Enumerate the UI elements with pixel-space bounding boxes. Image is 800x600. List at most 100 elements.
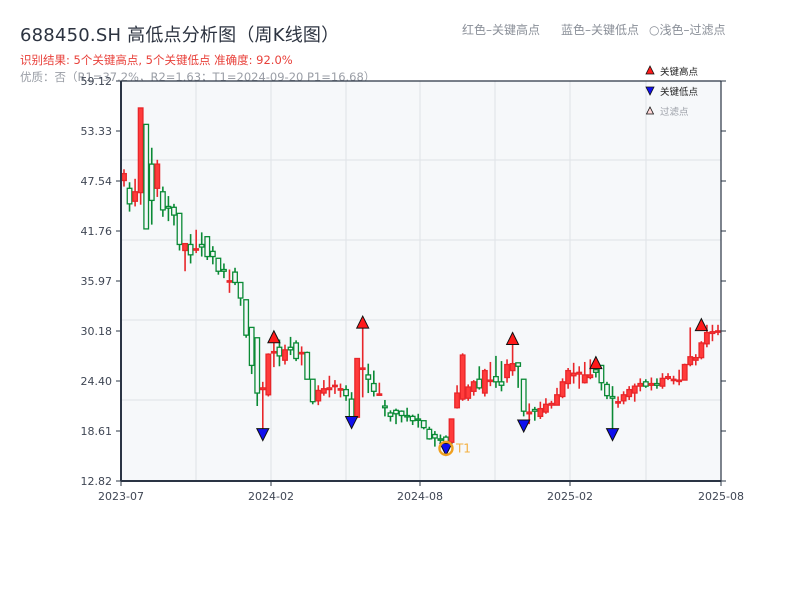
candle-down <box>426 428 433 440</box>
candle-down <box>476 378 483 389</box>
candle-down <box>198 243 205 248</box>
legend-item-label: 关键高点 <box>660 66 699 78</box>
key-low-marker-icon <box>255 428 270 442</box>
candle-up <box>282 349 288 361</box>
candle-up <box>559 381 566 398</box>
candle-down <box>126 187 133 205</box>
candle-down <box>365 374 372 380</box>
candle-down <box>415 418 422 422</box>
key-low-marker-icon <box>516 419 531 434</box>
candle-down <box>370 382 377 392</box>
key-low-marker-icon <box>605 428 620 442</box>
candle-down <box>420 420 427 429</box>
candle-up <box>576 371 583 375</box>
candle-down <box>276 346 283 357</box>
y-tick-label: 12.82 <box>81 475 113 488</box>
candle-down <box>520 378 527 412</box>
t1-ring <box>438 440 454 457</box>
y-tick-label: 41.76 <box>81 225 113 238</box>
candle-up <box>526 411 533 415</box>
candle-up <box>137 107 144 194</box>
candle-up <box>470 381 477 392</box>
candle-up <box>692 356 699 361</box>
candle-up <box>581 374 588 384</box>
color-legend-item: ○浅色–过滤点 <box>649 23 726 37</box>
legend-item-label: 关键低点 <box>660 86 699 98</box>
candle-up <box>359 367 366 371</box>
x-tick-label: 2024-02 <box>248 490 294 503</box>
candle-up <box>315 389 322 402</box>
y-tick-label: 18.61 <box>81 425 113 438</box>
candle-down <box>176 212 183 246</box>
candle-down <box>232 271 238 284</box>
candle-up <box>154 163 161 189</box>
candle-up <box>703 331 710 345</box>
candle-up <box>465 386 472 399</box>
candle-down <box>409 415 416 422</box>
candle-up <box>670 378 677 382</box>
candle-up <box>226 280 233 283</box>
candle-down <box>381 405 388 409</box>
candle-up <box>509 363 516 372</box>
candle-up <box>548 402 555 406</box>
candle-down <box>143 123 150 230</box>
candle-up <box>637 382 644 387</box>
candle-down <box>220 268 227 272</box>
chart-title: 688450.SH 高低点分析图（周K线图） <box>20 25 340 46</box>
candle-down <box>287 346 294 351</box>
candle-up <box>332 384 338 388</box>
candle-up <box>570 372 577 377</box>
candle-up <box>182 242 189 252</box>
key-high-marker-icon <box>355 314 370 329</box>
candle-up <box>259 387 266 391</box>
candle-down <box>604 383 610 397</box>
x-tick-label: 2025-02 <box>547 490 593 503</box>
x-tick-label: 2025-08 <box>698 490 744 503</box>
color-legend-item: 蓝色–关键低点 <box>561 23 640 37</box>
candle-up <box>454 392 461 409</box>
candle-down <box>653 382 660 386</box>
candle-up <box>459 354 466 400</box>
candle-up <box>121 172 127 182</box>
candle-up <box>337 388 344 391</box>
key-high-marker-icon <box>589 355 603 370</box>
candle-up <box>626 388 633 398</box>
key-low-marker-icon <box>439 442 453 457</box>
candle-up <box>620 394 627 402</box>
candle-down <box>515 362 522 367</box>
key-low-marker-icon <box>344 416 359 430</box>
candle-up <box>448 418 455 443</box>
light-up-triangle-icon <box>645 106 655 115</box>
candle-down <box>531 408 538 412</box>
candle-down <box>592 369 599 373</box>
candle-down <box>215 257 222 272</box>
candle-down <box>309 378 316 403</box>
candle-down <box>431 433 438 439</box>
y-tick-label: 35.97 <box>81 275 113 288</box>
candle-down <box>204 236 211 258</box>
candle-down <box>398 410 405 417</box>
candle-up <box>193 248 200 251</box>
y-tick-label: 30.18 <box>81 325 113 338</box>
candle-up <box>587 374 594 379</box>
candle-up <box>542 403 549 413</box>
candle-down <box>159 191 166 211</box>
candle-down <box>642 381 649 387</box>
candle-up <box>648 382 655 386</box>
y-tick-label: 53.33 <box>81 125 113 138</box>
key-high-marker-icon <box>505 331 520 345</box>
candle-up <box>554 394 560 406</box>
candle-up <box>659 377 666 387</box>
plot-area <box>121 81 721 481</box>
candle-up <box>687 356 694 366</box>
candle-down <box>437 438 444 441</box>
candle-down <box>609 395 616 399</box>
candle-down <box>598 364 605 384</box>
blue-down-triangle-icon <box>645 86 655 96</box>
candle-down <box>254 337 261 394</box>
key-high-marker-icon <box>267 329 281 344</box>
candle-up <box>715 330 721 333</box>
candle-up <box>326 387 333 391</box>
candle-up <box>376 393 383 396</box>
candle-up <box>709 331 716 335</box>
